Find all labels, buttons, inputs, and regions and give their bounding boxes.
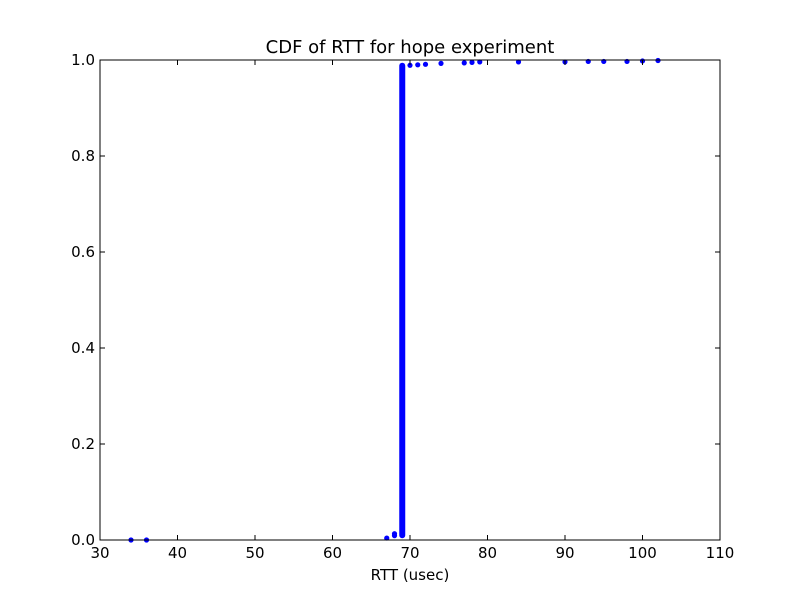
axis-ticks: 30 40 50 60 70 80 90 100 110 0.0 0.2 0.4 0.6 0.8 1.0 [71, 51, 734, 562]
y-tick-label: 0.0 [71, 531, 95, 549]
x-tick-label: 50 [245, 544, 264, 562]
x-tick-label: 80 [478, 544, 497, 562]
x-tick-label: 100 [628, 544, 657, 562]
chart-title: CDF of RTT for hope experiment [266, 37, 555, 58]
data-point [407, 62, 413, 68]
data-point [515, 59, 522, 65]
data-point [438, 60, 444, 66]
data-point [384, 535, 390, 541]
y-tick-label: 0.8 [71, 147, 95, 165]
x-tick-label: 40 [168, 544, 187, 562]
data-point [477, 59, 483, 65]
y-tick-label: 1.0 [71, 51, 95, 69]
data-point [415, 62, 421, 68]
x-tick-label: 30 [90, 544, 109, 562]
x-tick-label: 90 [555, 544, 574, 562]
plot-area-frame [99, 59, 721, 541]
data-point [399, 63, 405, 69]
data-point [422, 61, 429, 67]
y-tick-label: 0.4 [71, 339, 95, 357]
data-marks [128, 57, 661, 543]
y-tick-label: 0.2 [71, 435, 95, 453]
x-axis-label: RTT (usec) [371, 566, 450, 584]
data-point [469, 59, 475, 65]
x-tick-label: 110 [706, 544, 735, 562]
data-point [391, 531, 398, 537]
x-tick-label: 60 [323, 544, 342, 562]
data-point [461, 60, 467, 66]
y-tick-label: 0.6 [71, 243, 95, 261]
x-tick-label: 70 [400, 544, 419, 562]
